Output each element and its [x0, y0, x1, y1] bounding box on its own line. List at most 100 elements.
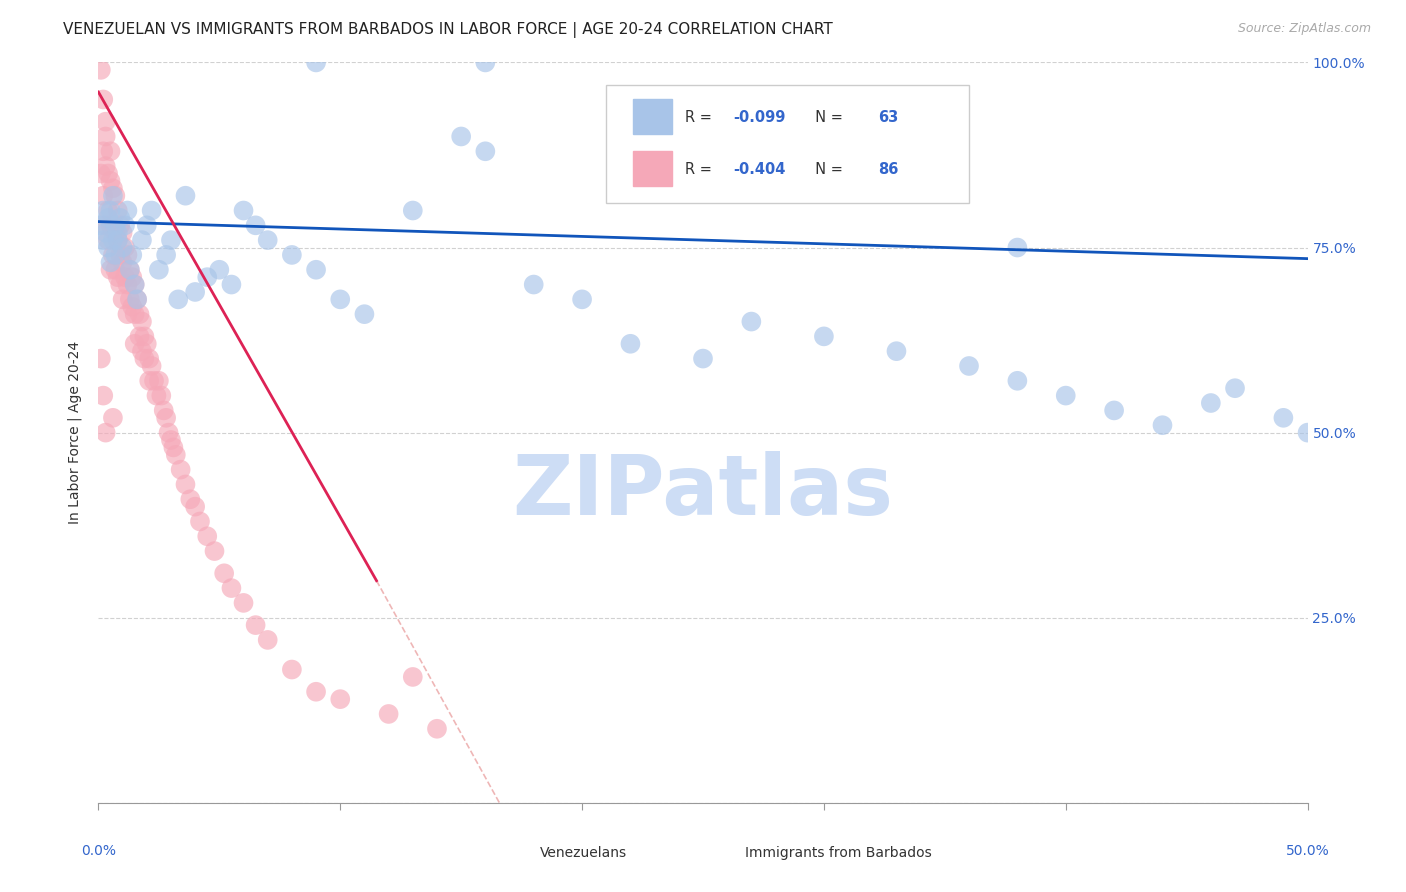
Point [740, 314, 762, 328]
Point [91, 92, 114, 106]
Text: 63: 63 [879, 110, 898, 125]
Point [94, 159, 117, 173]
Point [124, 336, 146, 351]
Point [117, 307, 139, 321]
Point [143, 374, 166, 388]
Text: N =: N = [806, 161, 848, 177]
Point [91, 388, 114, 402]
Point [150, 388, 173, 402]
Point [91, 233, 114, 247]
Point [523, 277, 546, 292]
Point [377, 706, 399, 721]
Point [134, 329, 156, 343]
Point [281, 248, 304, 262]
Point [148, 374, 170, 388]
Point [111, 226, 134, 240]
Point [97, 240, 120, 255]
Point [157, 425, 180, 440]
Point [104, 262, 127, 277]
Point [118, 262, 141, 277]
Point [813, 329, 835, 343]
Text: VENEZUELAN VS IMMIGRANTS FROM BARBADOS IN LABOR FORCE | AGE 20-24 CORRELATION CH: VENEZUELAN VS IMMIGRANTS FROM BARBADOS I… [63, 22, 832, 38]
Point [135, 336, 157, 351]
Point [160, 233, 183, 247]
FancyBboxPatch shape [633, 99, 672, 135]
Point [141, 203, 163, 218]
Point [97, 203, 120, 218]
Point [107, 270, 129, 285]
FancyBboxPatch shape [606, 85, 969, 203]
Point [107, 226, 129, 240]
Point [1007, 374, 1029, 388]
Point [94, 425, 117, 440]
Point [450, 129, 472, 144]
Point [152, 403, 174, 417]
Point [111, 255, 134, 269]
Point [90, 219, 112, 233]
Text: R =: R = [685, 161, 717, 177]
Point [212, 566, 235, 581]
Point [165, 448, 187, 462]
Point [90, 62, 112, 77]
Point [104, 248, 127, 262]
Point [426, 722, 449, 736]
Point [121, 300, 143, 314]
Point [91, 145, 114, 159]
Point [305, 685, 328, 699]
Point [174, 188, 197, 202]
FancyBboxPatch shape [703, 843, 737, 863]
Point [91, 188, 114, 202]
Point [957, 359, 980, 373]
Point [1272, 410, 1295, 425]
Point [256, 632, 278, 647]
Point [108, 248, 131, 262]
Point [108, 277, 131, 292]
Point [195, 270, 218, 285]
Point [131, 344, 153, 359]
Point [121, 270, 143, 285]
Text: Venezuelans: Venezuelans [540, 847, 627, 860]
Point [127, 293, 149, 307]
Point [886, 344, 908, 359]
Point [114, 219, 136, 233]
Point [128, 329, 150, 343]
Point [305, 262, 328, 277]
Point [94, 219, 117, 233]
Point [124, 307, 146, 321]
Point [208, 262, 231, 277]
Point [118, 262, 141, 277]
Point [167, 293, 190, 307]
Point [114, 240, 136, 255]
Text: N =: N = [806, 110, 848, 125]
Point [124, 277, 146, 292]
Point [145, 388, 167, 402]
Point [179, 492, 201, 507]
Point [134, 351, 156, 366]
Point [1199, 396, 1222, 410]
Point [128, 307, 150, 321]
Point [101, 219, 124, 233]
Point [124, 277, 146, 292]
Point [111, 240, 134, 255]
Point [90, 166, 112, 180]
Point [135, 219, 157, 233]
Point [1007, 240, 1029, 255]
Point [169, 462, 191, 476]
Point [148, 262, 170, 277]
Point [117, 203, 139, 218]
Point [1102, 403, 1125, 417]
Point [94, 114, 117, 128]
Point [138, 351, 160, 366]
Point [402, 203, 425, 218]
Point [114, 270, 136, 285]
Point [245, 618, 267, 632]
Point [104, 219, 127, 233]
Text: Source: ZipAtlas.com: Source: ZipAtlas.com [1237, 22, 1371, 36]
Point [353, 307, 375, 321]
Text: -0.099: -0.099 [734, 110, 786, 125]
Point [474, 55, 496, 70]
Point [162, 441, 184, 455]
Point [111, 293, 134, 307]
Point [127, 293, 149, 307]
Y-axis label: In Labor Force | Age 20-24: In Labor Force | Age 20-24 [67, 341, 83, 524]
